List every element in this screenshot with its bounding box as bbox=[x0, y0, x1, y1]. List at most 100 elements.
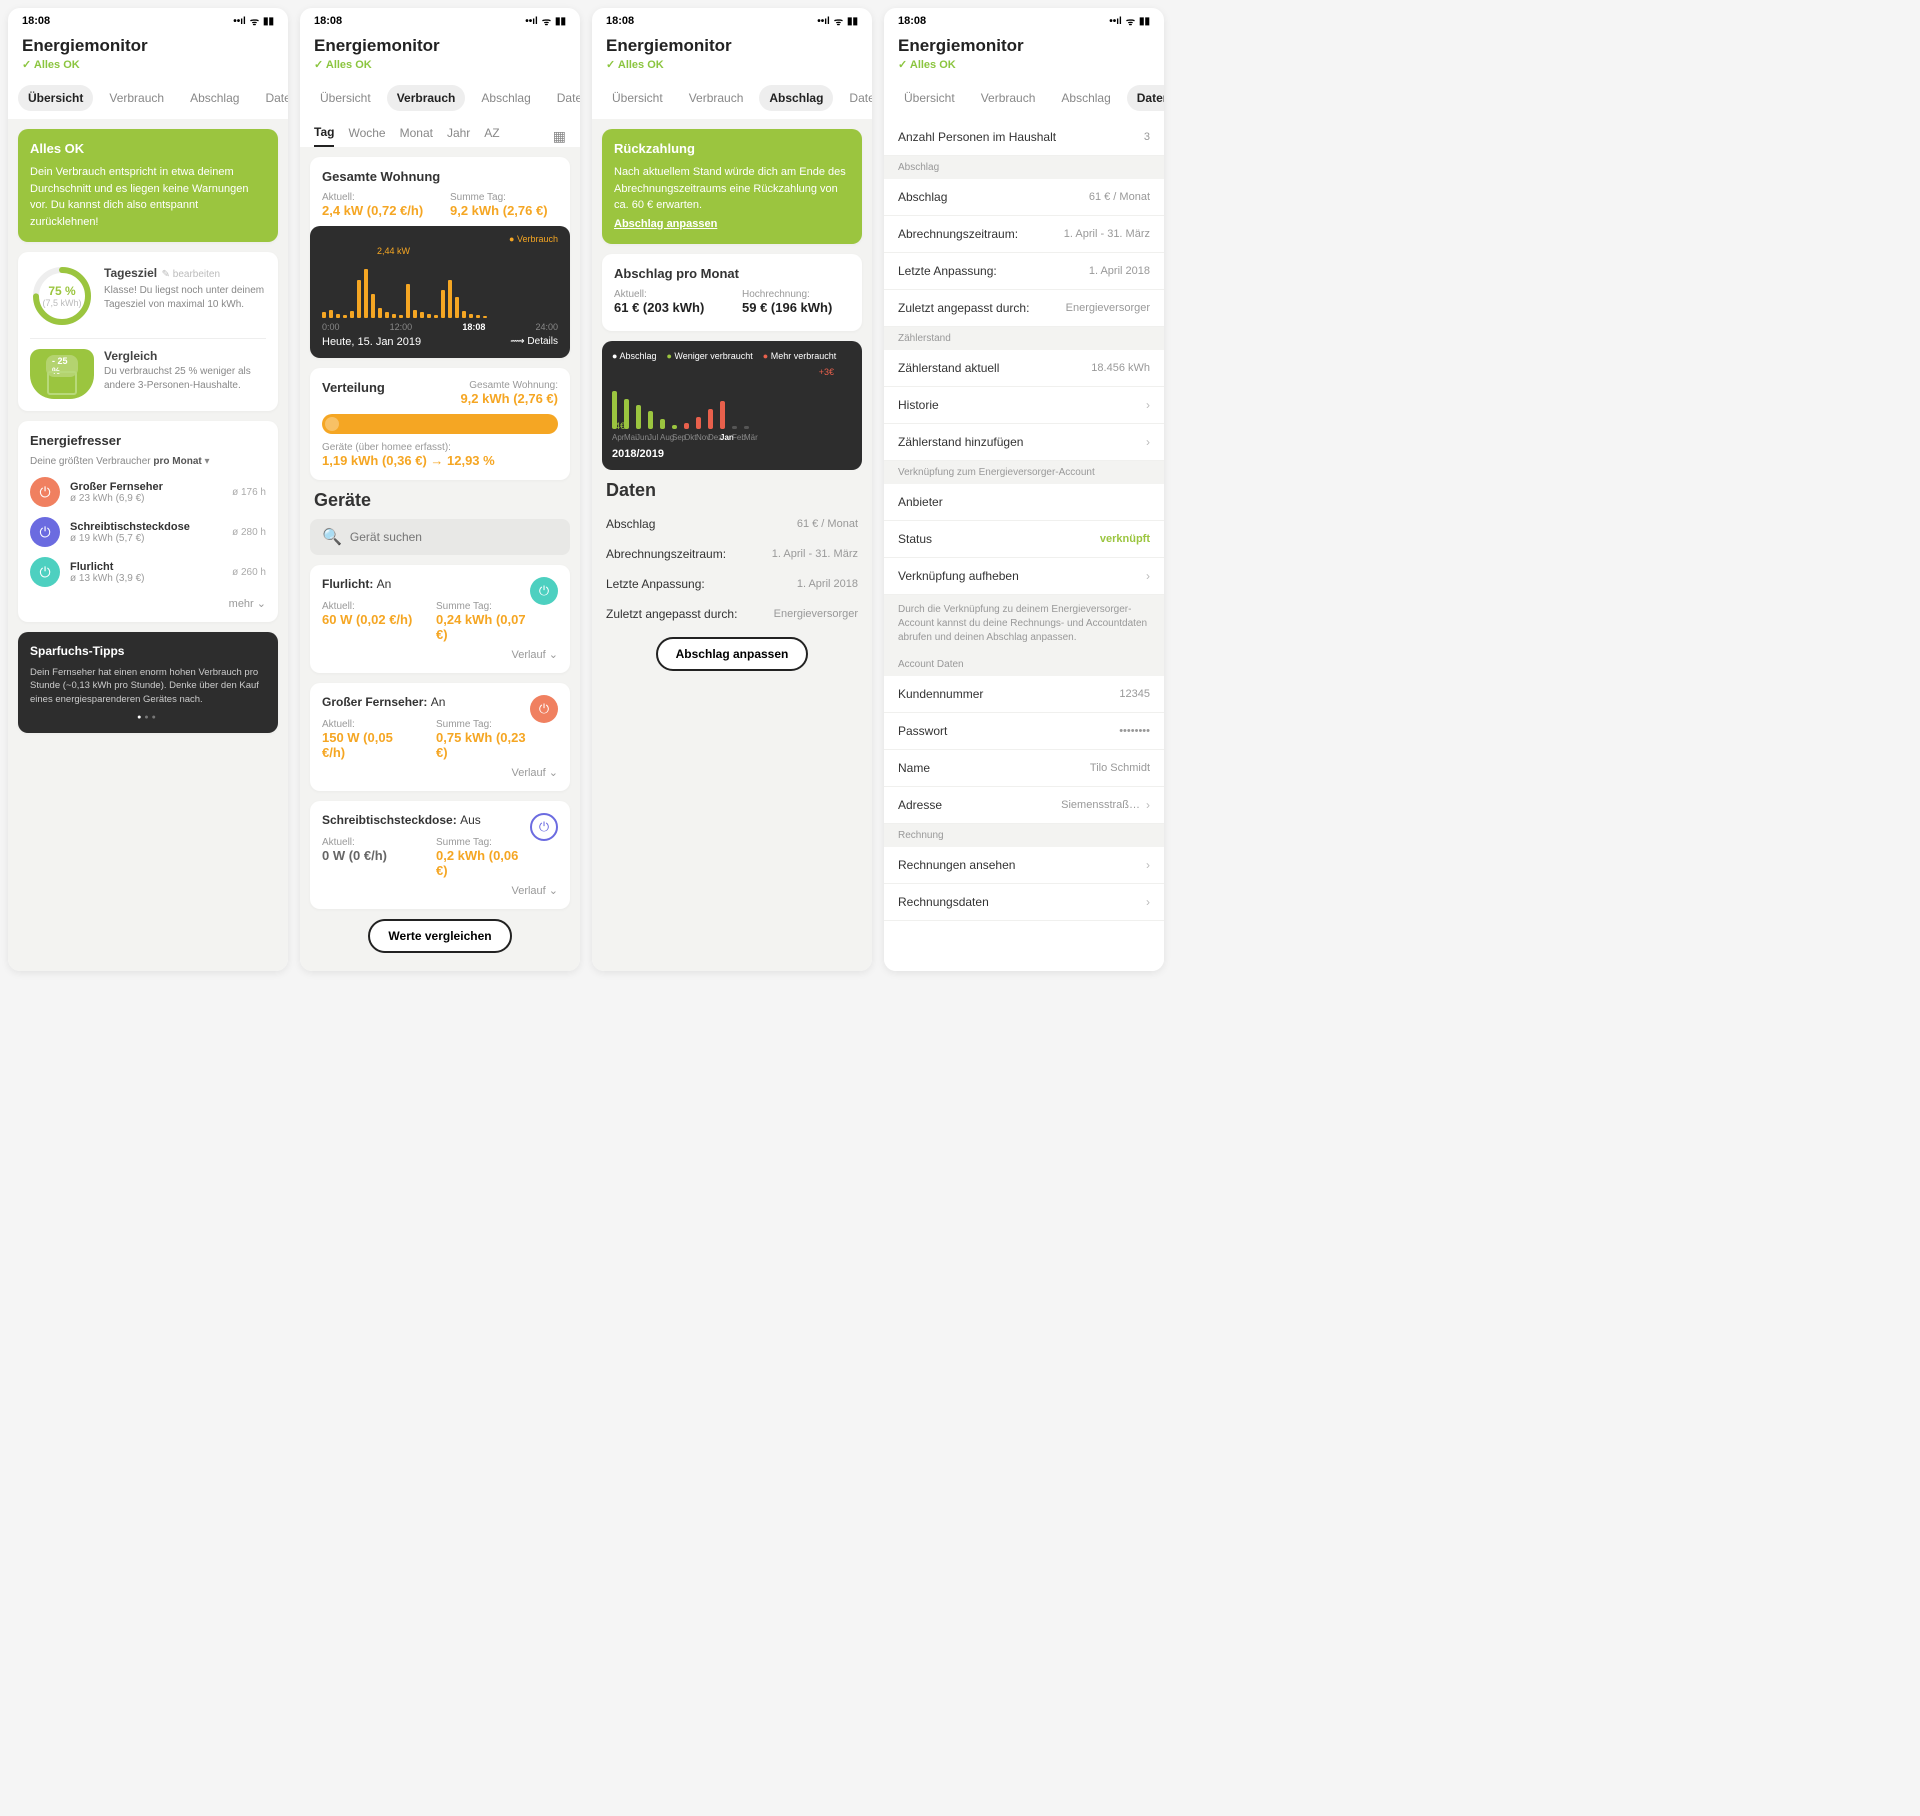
list-row[interactable]: Zählerstand aktuell18.456 kWh bbox=[884, 350, 1164, 387]
device-icon: ⏻ bbox=[530, 813, 558, 841]
verlauf-link[interactable]: Verlauf ⌄ bbox=[322, 766, 558, 779]
list-row[interactable]: Anbieter bbox=[884, 484, 1164, 521]
tab-daten[interactable]: Daten bbox=[547, 85, 580, 111]
list-row[interactable]: Statusverknüpft bbox=[884, 521, 1164, 558]
tab-daten[interactable]: Daten bbox=[255, 85, 288, 111]
usage-chart[interactable]: Verbrauch 2,44 kW 0:00 12:00 18:08 24:00… bbox=[310, 226, 570, 358]
compare-values-button[interactable]: Werte vergleichen bbox=[368, 919, 511, 953]
adjust-abschlag-link[interactable]: Abschlag anpassen bbox=[614, 218, 717, 230]
device-icon: ⏻ bbox=[30, 517, 60, 547]
goal-ring: 75 %(7,5 kWh) bbox=[30, 264, 94, 328]
list-section-header: Account Daten bbox=[884, 653, 1164, 676]
list-row: Letzte Anpassung:1. April 2018 bbox=[602, 569, 862, 599]
overall-card: Gesamte Wohnung Aktuell:2,4 kW (0,72 €/h… bbox=[310, 157, 570, 358]
tab-verbrauch[interactable]: Verbrauch bbox=[387, 85, 466, 111]
chevron-right-icon: › bbox=[1146, 398, 1150, 412]
list-row[interactable]: AdresseSiemensstraß…› bbox=[884, 787, 1164, 824]
period-monat[interactable]: Monat bbox=[400, 126, 433, 146]
tab-abschlag[interactable]: Abschlag bbox=[471, 85, 540, 111]
list-row[interactable]: Zuletzt angepasst durch:Energieversorger bbox=[884, 290, 1164, 327]
ef-row[interactable]: ⏻ Großer Fernseherø 23 kWh (6,9 €) ø 176… bbox=[30, 477, 266, 507]
tab-uebersicht[interactable]: Übersicht bbox=[18, 85, 93, 111]
device-icon: ⏻ bbox=[30, 557, 60, 587]
device-icon: ⏻ bbox=[30, 477, 60, 507]
screen-daten: 18:08••ılᯤ▮▮ EnergiemonitorAlles OK Über… bbox=[884, 8, 1164, 971]
list-row: Zuletzt angepasst durch:Energieversorger bbox=[602, 599, 862, 629]
list-row[interactable]: Verknüpfung aufheben› bbox=[884, 558, 1164, 595]
status-card: Alles OK Dein Verbrauch entspricht in et… bbox=[18, 129, 278, 242]
tab-abschlag[interactable]: Abschlag bbox=[180, 85, 249, 111]
details-link[interactable]: ⟿ Details bbox=[510, 336, 558, 348]
list-section-header: Zählerstand bbox=[884, 327, 1164, 350]
monthly-card: Abschlag pro Monat Aktuell:61 € (203 kWh… bbox=[602, 254, 862, 331]
search-icon: 🔍 bbox=[322, 527, 342, 547]
main-tabs: Übersicht Verbrauch Abschlag Daten bbox=[8, 77, 288, 119]
list-section-header: Verknüpfung zum Energieversorger-Account bbox=[884, 461, 1164, 484]
calendar-icon[interactable]: ▦ bbox=[553, 128, 566, 145]
chevron-right-icon: › bbox=[1146, 798, 1150, 812]
ef-row[interactable]: ⏻ Schreibtischsteckdoseø 19 kWh (5,7 €) … bbox=[30, 517, 266, 547]
list-section-header: Rechnung bbox=[884, 824, 1164, 847]
list-row[interactable]: NameTilo Schmidt bbox=[884, 750, 1164, 787]
list-row: Abschlag61 € / Monat bbox=[602, 509, 862, 539]
verlauf-link[interactable]: Verlauf ⌄ bbox=[322, 648, 558, 661]
compare-desc: Du verbrauchst 25 % weniger als andere 3… bbox=[104, 365, 266, 393]
time-label: 18:08 bbox=[22, 15, 50, 27]
device-card[interactable]: ⏻ Großer Fernseher: An Aktuell:150 W (0,… bbox=[310, 683, 570, 791]
period-tag[interactable]: Tag bbox=[314, 125, 334, 147]
device-card[interactable]: ⏻ Schreibtischsteckdose: Aus Aktuell:0 W… bbox=[310, 801, 570, 909]
list-row[interactable]: Abschlag61 € / Monat bbox=[884, 179, 1164, 216]
chevron-right-icon: › bbox=[1146, 569, 1150, 583]
tab-verbrauch[interactable]: Verbrauch bbox=[99, 85, 174, 111]
list-row[interactable]: Rechnungsdaten› bbox=[884, 884, 1164, 921]
compare-badge: - 25 % bbox=[30, 349, 94, 399]
device-search[interactable]: 🔍 bbox=[310, 519, 570, 555]
goal-desc: Klasse! Du liegst noch unter deinem Tage… bbox=[104, 284, 266, 312]
distribution-bar[interactable] bbox=[322, 414, 558, 434]
status-ok: Alles OK bbox=[22, 58, 274, 71]
status-card-title: Alles OK bbox=[30, 141, 266, 156]
list-row[interactable]: Letzte Anpassung:1. April 2018 bbox=[884, 253, 1164, 290]
status-icons: ••ılᯤ▮▮ bbox=[233, 14, 274, 28]
list-section-header: Abschlag bbox=[884, 156, 1164, 179]
screen-uebersicht: 18:08 ••ılᯤ▮▮ Energiemonitor Alles OK Üb… bbox=[8, 8, 288, 971]
goal-card: 75 %(7,5 kWh) Tagesziel ✎ bearbeiten Kla… bbox=[18, 252, 278, 411]
period-tabs: Tag Woche Monat Jahr AZ ▦ bbox=[300, 119, 580, 147]
screen-verbrauch: 18:08••ılᯤ▮▮ Energiemonitor Alles OK Übe… bbox=[300, 8, 580, 971]
status-card-body: Dein Verbrauch entspricht in etwa deinem… bbox=[30, 164, 266, 230]
ef-row[interactable]: ⏻ Flurlichtø 13 kWh (3,9 €) ø 260 h bbox=[30, 557, 266, 587]
list-row[interactable]: Abrechnungszeitraum:1. April - 31. März bbox=[884, 216, 1164, 253]
device-card[interactable]: ⏻ Flurlicht: An Aktuell:60 W (0,02 €/h) … bbox=[310, 565, 570, 673]
list-row[interactable]: Kundennummer12345 bbox=[884, 676, 1164, 713]
chevron-right-icon: › bbox=[1146, 895, 1150, 909]
refund-card: Rückzahlung Nach aktuellem Stand würde d… bbox=[602, 129, 862, 244]
tips-card[interactable]: Sparfuchs-Tipps Dein Fernseher hat einen… bbox=[18, 632, 278, 733]
energiefresser-card: Energiefresser Deine größten Verbraucher… bbox=[18, 421, 278, 622]
list-row: Abrechnungszeitraum:1. April - 31. März bbox=[602, 539, 862, 569]
chevron-right-icon: › bbox=[1146, 858, 1150, 872]
status-bar: 18:08 ••ılᯤ▮▮ bbox=[8, 8, 288, 32]
page-title: Energiemonitor bbox=[22, 36, 274, 56]
screen-abschlag: 18:08••ılᯤ▮▮ EnergiemonitorAlles OK Über… bbox=[592, 8, 872, 971]
list-row[interactable]: Historie› bbox=[884, 387, 1164, 424]
distribution-card: Verteilung Gesamte Wohnung:9,2 kWh (2,76… bbox=[310, 368, 570, 480]
list-row[interactable]: Zählerstand hinzufügen› bbox=[884, 424, 1164, 461]
chevron-right-icon: › bbox=[1146, 435, 1150, 449]
list-row[interactable]: Anzahl Personen im Haushalt3 bbox=[884, 119, 1164, 156]
list-row[interactable]: Passwort•••••••• bbox=[884, 713, 1164, 750]
device-icon: ⏻ bbox=[530, 695, 558, 723]
abschlag-chart[interactable]: Abschlag Weniger verbraucht Mehr verbrau… bbox=[602, 341, 862, 470]
more-link[interactable]: mehr ⌄ bbox=[30, 597, 266, 610]
compare-label: Vergleich bbox=[104, 349, 266, 363]
list-row[interactable]: Rechnungen ansehen› bbox=[884, 847, 1164, 884]
goal-edit[interactable]: ✎ bearbeiten bbox=[162, 269, 220, 280]
device-icon: ⏻ bbox=[530, 577, 558, 605]
adjust-abschlag-button[interactable]: Abschlag anpassen bbox=[656, 637, 809, 671]
goal-label: Tagesziel bbox=[104, 266, 157, 280]
period-az[interactable]: AZ bbox=[484, 126, 499, 146]
search-input[interactable] bbox=[350, 530, 558, 544]
tab-uebersicht[interactable]: Übersicht bbox=[310, 85, 381, 111]
period-woche[interactable]: Woche bbox=[348, 126, 385, 146]
verlauf-link[interactable]: Verlauf ⌄ bbox=[322, 884, 558, 897]
period-jahr[interactable]: Jahr bbox=[447, 126, 470, 146]
